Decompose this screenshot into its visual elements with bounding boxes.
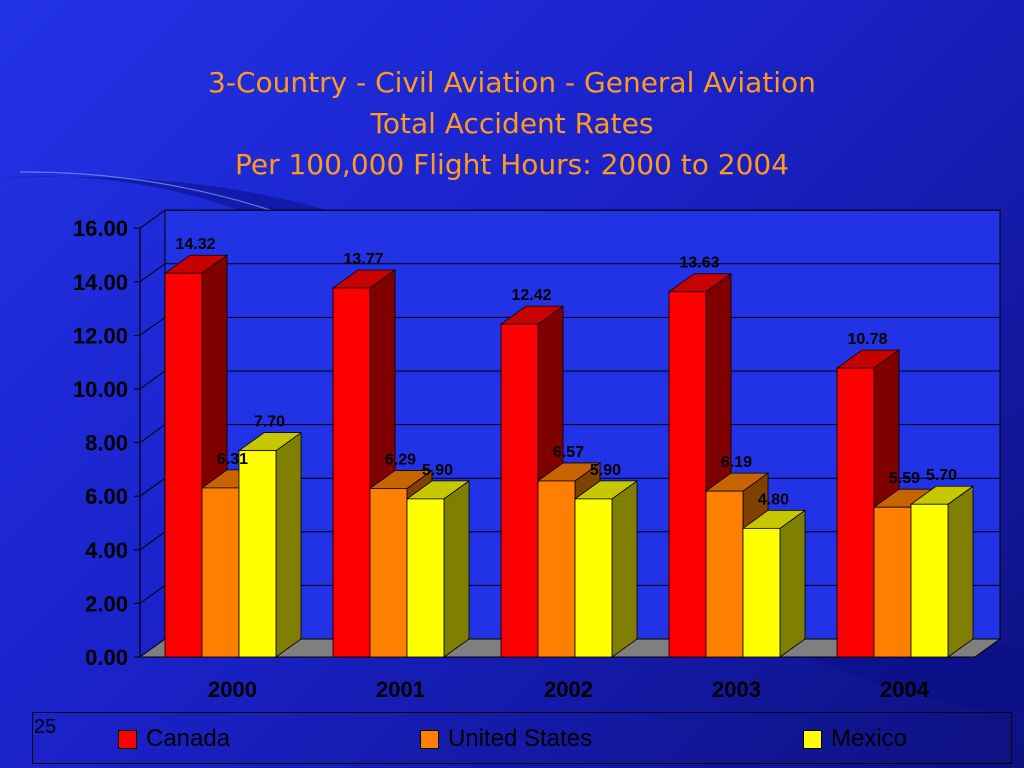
legend-label-united-states: United States [448,725,593,752]
x-tick-label-2001: 2001 [376,677,425,702]
bar-mexico-2002 [573,480,639,658]
data-label-canada-2003: 13.63 [679,255,719,272]
x-tick-label-2003: 2003 [712,677,761,702]
bar-front-united-states-2002 [537,480,576,658]
gridline-side [139,209,166,229]
x-tick-label-2002: 2002 [544,677,593,702]
bar-front-mexico-2001 [406,498,445,658]
data-label-canada-2004: 10.78 [847,331,887,348]
data-label-united-states-2004: 5.59 [889,470,920,487]
legend-swatch-mexico [803,729,822,749]
data-label-united-states-2003: 6.19 [721,454,752,471]
legend-item-canada: Canada [118,727,230,751]
x-tick-label-2004: 2004 [880,677,930,702]
data-label-mexico-2004: 5.70 [926,467,957,484]
bar-mexico-2000 [237,431,303,658]
bar-mexico-2004 [909,485,975,658]
data-label-mexico-2003: 4.80 [758,491,789,508]
data-label-united-states-2001: 6.29 [385,451,416,468]
data-label-united-states-2000: 6.31 [217,451,248,468]
bar-side-mexico-2002 [611,480,638,658]
bar-canada-2004 [835,349,901,658]
bar-side-mexico-2003 [779,509,806,658]
bar-side-mexico-2000 [275,431,302,658]
legend-item-united-states: United States [420,727,592,751]
gridline-side [139,584,166,604]
bar-front-canada-2003 [668,291,707,658]
bar-canada-2003 [667,272,733,658]
legend-label-mexico: Mexico [831,725,908,752]
title-line-1: 3-Country - Civil Aviation - General Avi… [208,66,816,99]
bar-chart: 0.00 2.00 4.00 6.00 8.00 10.00 12.00 14.00 16.00… [0,171,1024,712]
y-tick-label: 10.00 [73,377,128,402]
data-label-mexico-2000: 7.70 [254,414,285,431]
gridline-side [139,531,166,551]
bar-front-united-states-2000 [201,487,240,658]
bar-front-united-states-2001 [369,488,408,658]
data-label-canada-2002: 12.42 [511,287,551,304]
title-line-2: Total Accident Rates [370,107,654,140]
bar-front-united-states-2004 [873,506,912,658]
bar-side-mexico-2001 [443,480,470,658]
x-tick-label-2000: 2000 [208,677,257,702]
gridline-side [139,370,166,390]
gridline-side [139,424,166,444]
bar-front-canada-2004 [836,367,875,658]
data-label-mexico-2001: 5.90 [422,462,453,479]
bar-front-canada-2002 [500,323,539,658]
y-tick-label: 8.00 [85,431,128,456]
y-tick-label: 6.00 [85,484,128,509]
legend-swatch-canada [118,729,137,749]
y-tick-label: 0.00 [85,645,128,670]
bar-front-canada-2001 [332,287,371,658]
y-tick-label: 12.00 [73,323,128,348]
title-line-3: Per 100,000 Flight Hours: 2000 to 2004 [234,148,790,181]
bar-front-mexico-2003 [742,527,781,658]
bar-front-mexico-2004 [910,503,949,658]
bar-side-mexico-2004 [947,485,974,658]
legend-label-canada: Canada [146,725,231,752]
bar-front-united-states-2003 [705,490,744,658]
y-tick-label: 4.00 [85,538,128,563]
data-label-mexico-2002: 5.90 [590,462,621,479]
data-label-united-states-2002: 6.57 [553,444,584,461]
slide-number: 25 [34,716,57,738]
legend-swatch-united-states [420,729,439,749]
chart-legend: Canada United States Mexico [32,712,1012,764]
chart-title: 3-Country - Civil Aviation - General Avi… [0,62,1024,185]
bar-mexico-2003 [741,509,807,658]
bar-front-mexico-2002 [574,498,613,658]
y-tick-label: 16.00 [73,216,128,241]
gridline-side [139,263,166,283]
bar-front-mexico-2000 [238,450,277,658]
data-label-canada-2001: 13.77 [343,251,383,268]
data-label-canada-2000: 14.32 [175,236,215,253]
y-tick-label: 14.00 [73,270,128,295]
gridline-side [139,316,166,336]
bar-mexico-2001 [405,480,471,658]
bar-front-canada-2000 [164,272,203,658]
gridline-side [139,477,166,497]
y-tick-label: 2.00 [85,591,128,616]
legend-item-mexico: Mexico [803,727,907,751]
